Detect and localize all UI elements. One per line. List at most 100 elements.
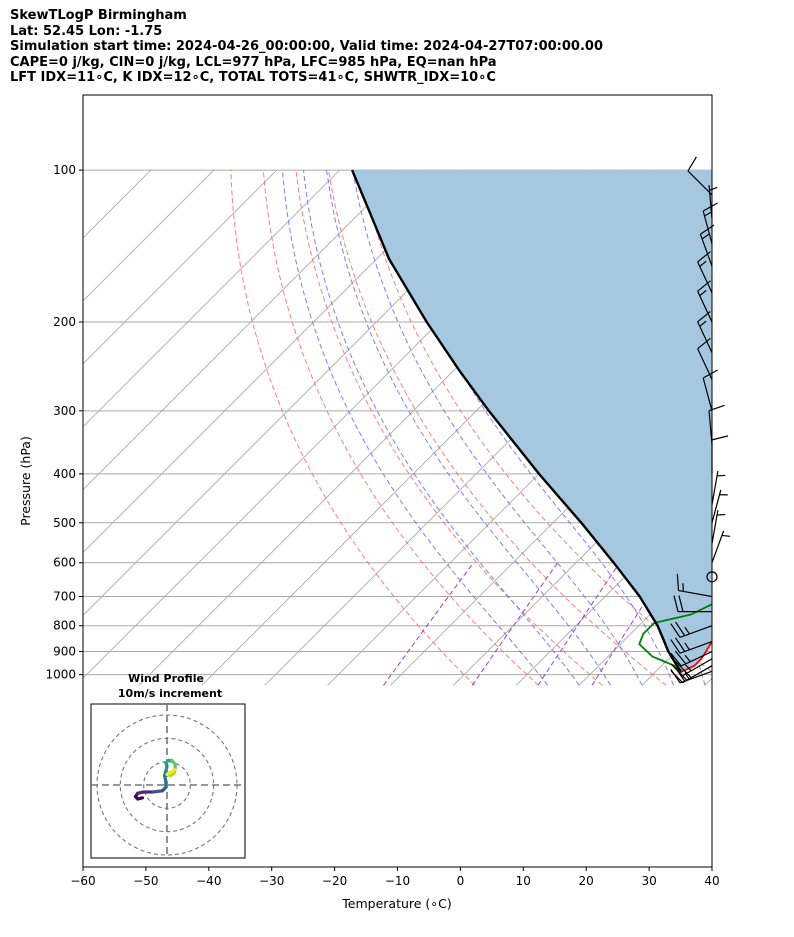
barb-flag <box>674 650 687 665</box>
x-tick-label: 20 <box>579 874 594 888</box>
barb-staff <box>678 589 713 598</box>
barb-staff <box>682 658 713 677</box>
sounding-profiles <box>350 169 712 674</box>
location-line: Lat: 52.45 Lon: -1.75 <box>10 23 163 39</box>
barb-staff <box>697 261 713 293</box>
plot-area <box>83 169 794 686</box>
mixing-ratio-line <box>537 562 621 686</box>
dry-adiabat-line <box>784 170 794 685</box>
calm-wind-marker <box>706 571 718 583</box>
wind-barb <box>699 224 715 267</box>
barb-flag <box>670 663 683 677</box>
barb-flag <box>697 251 711 263</box>
barb-staff <box>687 170 713 196</box>
barb-staff <box>680 650 713 667</box>
moist-adiabat-line <box>352 170 643 686</box>
barb-staff <box>697 321 713 353</box>
moist-adiabat-line <box>326 170 612 686</box>
isotherm-line <box>768 170 794 685</box>
barb-staff <box>702 210 713 245</box>
dewpoint-line <box>638 603 712 673</box>
barb-half-flag <box>685 664 692 672</box>
hodograph-plot <box>91 704 245 858</box>
indices-line-1: CAPE=0 j/kg, CIN=0 j/kg, LCL=977 hPa, LF… <box>10 54 497 70</box>
dry-adiabat-line <box>230 170 476 686</box>
mixing-ratio-line <box>471 562 559 686</box>
barb-half-flag <box>716 474 726 477</box>
barb-flag <box>678 595 684 612</box>
wind-barb <box>670 650 713 667</box>
parcel-path-line <box>350 169 683 673</box>
isotherm-line <box>83 169 152 239</box>
barb-half-flag <box>699 290 707 297</box>
barb-flag <box>697 280 711 292</box>
barb-flag <box>711 435 729 441</box>
chart-header: SkewTLogP Birmingham Lat: 52.45 Lon: -1.… <box>10 8 790 86</box>
barb-half-flag <box>684 642 690 651</box>
x-tick-label: 30 <box>641 874 656 888</box>
barb-flag <box>697 337 711 350</box>
moist-adiabat-line <box>282 170 549 686</box>
barb-flag <box>670 639 681 654</box>
y-tick-label: 500 <box>53 516 76 530</box>
barb-half-flag <box>684 626 690 635</box>
x-tick-label: −40 <box>196 874 221 888</box>
isotherm-line <box>83 169 403 491</box>
barb-staff <box>697 290 713 323</box>
barb-half-flag <box>721 534 731 537</box>
barb-half-flag <box>716 513 726 516</box>
wind-barb <box>702 369 718 411</box>
x-tick-label: −10 <box>385 874 410 888</box>
isotherm-line <box>83 169 466 554</box>
hodograph-trace-segment <box>168 768 177 774</box>
x-tick-label: −30 <box>259 874 284 888</box>
wind-barb <box>697 280 713 323</box>
wind-barb <box>670 621 713 638</box>
barb-flag <box>702 369 718 379</box>
wind-barb <box>711 470 726 505</box>
barb-staff <box>711 530 725 563</box>
dry-adiabat-line <box>752 170 794 685</box>
y-axis-label: Pressure (hPa) <box>18 436 33 526</box>
barb-flag <box>687 156 697 172</box>
barb-half-flag <box>684 654 691 663</box>
barb-half-flag <box>704 211 712 217</box>
dry-adiabat-line <box>262 170 540 686</box>
barb-half-flag <box>699 260 707 267</box>
moist-adiabat-line <box>303 170 580 686</box>
dry-adiabat-line <box>328 170 667 686</box>
dry-adiabat-line <box>719 170 794 685</box>
isotherm-line <box>704 677 712 686</box>
barb-staff <box>711 489 722 523</box>
x-tick-label: −60 <box>70 874 95 888</box>
barb-half-flag <box>682 583 685 592</box>
y-tick-label: 1000 <box>45 668 76 682</box>
y-tick-label: 900 <box>53 645 76 659</box>
wind-barb <box>711 530 731 563</box>
barb-staff <box>711 510 719 544</box>
barb-flag <box>670 670 683 684</box>
wind-barb <box>670 658 713 677</box>
wind-barb <box>711 510 726 544</box>
wind-barb <box>670 637 713 654</box>
cin-area <box>352 170 712 672</box>
isotherm-line <box>515 488 712 686</box>
x-tick-label: 10 <box>516 874 531 888</box>
wind-barb <box>673 595 712 613</box>
y-tick-label: 700 <box>53 589 76 603</box>
x-tick-label: −50 <box>133 874 158 888</box>
indices-line-2: LFT IDX=11∘C, K IDX=12∘C, TOTAL TOTS=41∘… <box>10 70 496 85</box>
hodograph-frame <box>90 703 246 859</box>
dry-adiabat-line <box>295 170 603 686</box>
mixing-ratio-line <box>383 562 474 686</box>
barb-flag <box>670 652 682 667</box>
wind-barb <box>711 435 729 474</box>
barb-staff <box>708 185 713 220</box>
y-tick-label: 200 <box>53 315 76 329</box>
y-axis-ticks: 1000 900 800 700 600 500 400 300 200 100 <box>45 163 83 682</box>
wind-barb <box>711 489 728 523</box>
cape-cin-shading <box>352 170 712 672</box>
barb-staff <box>679 641 713 654</box>
y-tick-label: 800 <box>53 619 76 633</box>
hodograph-title: Wind Profile <box>128 672 204 685</box>
